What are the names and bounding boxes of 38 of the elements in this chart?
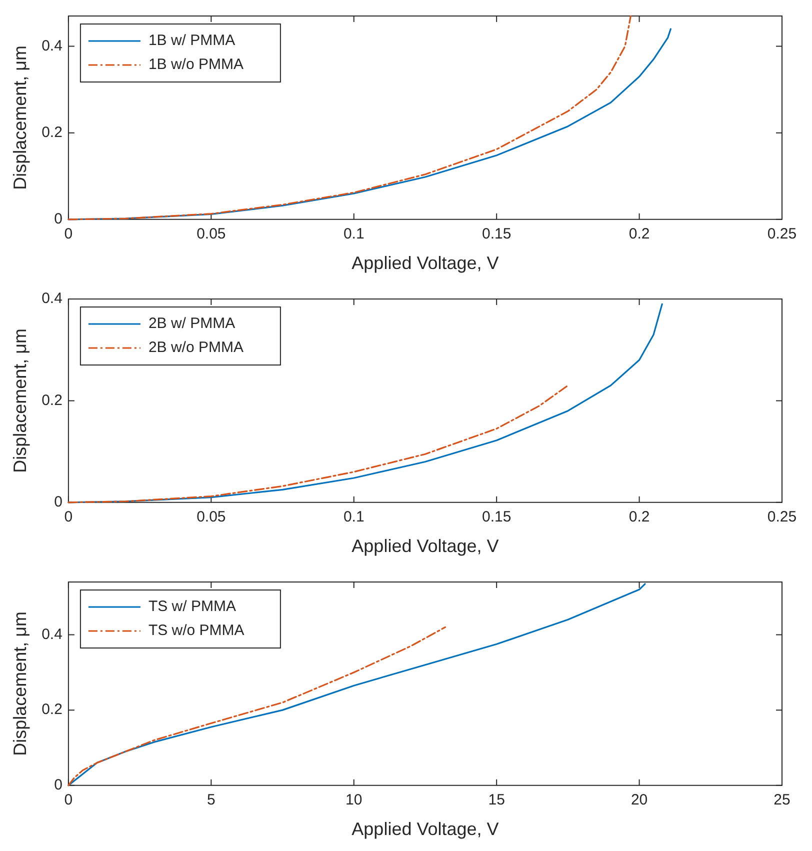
x-tick-label: 0.25 xyxy=(767,226,797,243)
legend-label: 2B w/o PMMA xyxy=(148,339,244,356)
line-series xyxy=(68,384,569,504)
x-tick-label: 0.1 xyxy=(343,226,364,243)
y-tick-label: 0.2 xyxy=(42,124,62,141)
x-tick-label: 10 xyxy=(346,792,362,809)
y-tick-label: 0.2 xyxy=(42,701,62,718)
x-tick-label: 0.15 xyxy=(482,226,512,243)
x-tick-label: 20 xyxy=(630,792,648,809)
legend-label: 2B w/ PMMA xyxy=(148,315,236,332)
x-tick-label: 0.25 xyxy=(767,508,797,526)
x-tick-label: 0.1 xyxy=(343,508,364,526)
x-tick-label: 0.2 xyxy=(628,226,650,243)
x-tick-label: 0.05 xyxy=(196,508,226,526)
y-tick-label: 0.4 xyxy=(42,290,62,308)
y-axis-title: Displacement, μm xyxy=(10,328,30,473)
legend-label: TS w/ PMMA xyxy=(148,598,236,616)
y-axis-title: Displacement, μm xyxy=(10,45,30,190)
x-tick-label: 5 xyxy=(206,792,216,809)
x-tick-label: 0.05 xyxy=(196,226,226,243)
x-tick-label: 15 xyxy=(488,792,505,809)
y-tick-label: 0 xyxy=(54,776,62,794)
x-axis-title: Applied Voltage, V xyxy=(352,536,499,556)
legend-label: TS w/o PMMA xyxy=(148,622,244,640)
y-tick-label: 0 xyxy=(54,494,62,511)
y-axis-title: Displacement, μm xyxy=(10,611,30,756)
legend-label: 1B w/o PMMA xyxy=(148,56,244,74)
x-axis-title: Applied Voltage, V xyxy=(352,253,499,274)
line-series xyxy=(68,626,446,786)
y-tick-label: 0.4 xyxy=(42,37,62,54)
x-tick-label: 25 xyxy=(774,792,790,809)
legend-label: 1B w/ PMMA xyxy=(148,32,236,50)
x-axis-title: Applied Voltage, V xyxy=(352,819,499,840)
y-tick-label: 0 xyxy=(54,210,62,228)
y-tick-label: 0.2 xyxy=(42,392,62,409)
x-tick-label: 0.2 xyxy=(628,508,650,526)
x-tick-label: 0.15 xyxy=(482,508,512,526)
y-tick-label: 0.4 xyxy=(42,626,62,643)
